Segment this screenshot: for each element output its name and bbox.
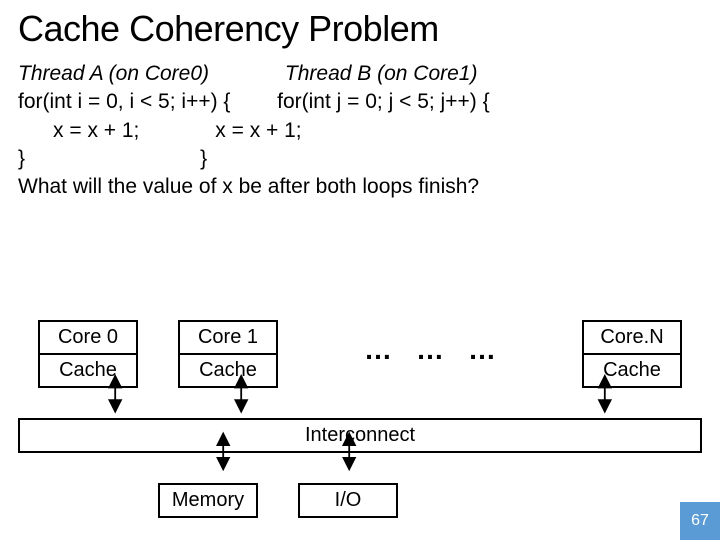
coreN-block: Core.N Cache [582,320,682,388]
dot3: … [468,334,496,366]
core0-block: Core 0 Cache [38,320,138,388]
bottom-row: Memory I/O [18,483,702,518]
page-number-badge: 67 [680,502,720,540]
ellipsis: … … … [318,320,542,366]
cores-row: Core 0 Cache Core 1 Cache … … … Core.N C… [18,320,702,388]
thread-b-header: Thread B (on Core1) [285,62,478,85]
coreN-box: Core.N [582,320,682,355]
thread-a-header: Thread A (on Core0) [18,62,209,85]
interconnect-row: Interconnect [18,418,702,453]
slide-title: Cache Coherency Problem [18,8,702,50]
code-block: Thread A (on Core0) Thread B (on Core1) … [18,60,702,202]
interconnect-box: Interconnect [18,418,702,453]
io-box: I/O [298,483,398,518]
core0-box: Core 0 [38,320,138,355]
core1-cache-box: Cache [178,353,278,388]
memory-box: Memory [158,483,258,518]
question-text: What will the value of x be after both l… [18,175,479,198]
architecture-diagram: Core 0 Cache Core 1 Cache … … … Core.N C… [18,320,702,518]
core1-block: Core 1 Cache [178,320,278,388]
dot2: … [416,334,444,366]
core0-cache-box: Cache [38,353,138,388]
thread-b-body: x = x + 1; [215,119,301,142]
thread-b-loop: for(int j = 0; j < 5; j++) { [277,90,489,113]
dot1: … [364,334,392,366]
thread-a-body: x = x + 1; [53,119,139,142]
thread-b-close: } [200,147,207,170]
coreN-cache-box: Cache [582,353,682,388]
thread-a-close: } [18,147,25,170]
core1-box: Core 1 [178,320,278,355]
thread-a-loop: for(int i = 0, i < 5; i++) { [18,90,230,113]
